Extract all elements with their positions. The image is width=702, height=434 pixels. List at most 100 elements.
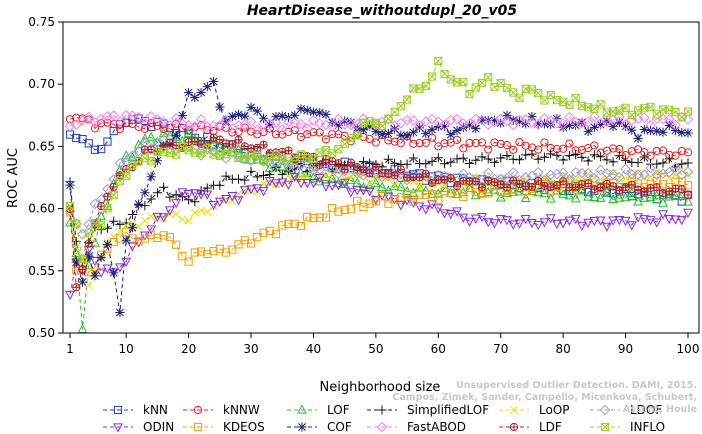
data-point — [420, 205, 431, 215]
data-point — [78, 265, 87, 274]
data-point — [208, 134, 219, 144]
data-point — [365, 158, 375, 168]
data-point — [202, 82, 212, 92]
data-point — [227, 111, 237, 121]
data-point — [652, 146, 661, 156]
data-point — [333, 113, 344, 125]
legend-label: LoOP — [539, 403, 570, 417]
data-point — [570, 167, 581, 178]
data-point — [459, 144, 468, 153]
data-point — [427, 188, 437, 198]
data-point — [309, 165, 318, 174]
data-point — [596, 100, 605, 109]
data-point — [315, 108, 325, 118]
data-point — [633, 158, 643, 168]
data-point — [520, 171, 532, 183]
data-point — [327, 181, 338, 191]
data-point — [246, 166, 256, 176]
x-tick-label: 50 — [368, 342, 383, 356]
legend-marker — [510, 406, 518, 414]
data-point — [170, 112, 182, 124]
data-point — [583, 156, 593, 166]
data-point — [539, 119, 550, 129]
data-point — [383, 113, 394, 125]
data-point — [620, 121, 631, 131]
data-point — [102, 239, 113, 249]
legend-item-fastabod: FastABOD — [367, 420, 466, 434]
data-point — [596, 152, 606, 162]
data-point — [152, 114, 163, 125]
data-point — [465, 138, 474, 148]
data-point — [296, 104, 306, 114]
data-point — [671, 107, 680, 117]
data-point — [234, 189, 243, 198]
data-point — [121, 257, 132, 268]
data-point — [196, 247, 206, 256]
data-point — [334, 207, 343, 216]
data-point — [638, 169, 650, 181]
legend-label: LOF — [327, 403, 350, 417]
data-point — [415, 139, 424, 148]
data-point — [664, 154, 674, 164]
data-point — [358, 186, 369, 196]
data-point — [140, 216, 149, 225]
data-point — [377, 181, 388, 191]
data-point — [145, 111, 157, 122]
data-point — [683, 158, 693, 168]
data-point — [614, 118, 624, 128]
data-point — [271, 179, 281, 189]
data-point — [108, 110, 120, 121]
data-point — [121, 218, 131, 228]
data-point — [164, 120, 176, 131]
data-point — [96, 211, 107, 221]
data-point — [133, 112, 144, 123]
data-point — [171, 199, 182, 209]
data-point — [558, 219, 569, 229]
series-odin — [65, 172, 693, 301]
data-point — [326, 121, 338, 132]
data-point — [464, 118, 475, 129]
data-point — [589, 150, 599, 160]
data-point — [103, 137, 112, 146]
data-point — [477, 188, 487, 198]
data-point — [539, 188, 550, 198]
data-point — [228, 140, 237, 149]
data-point — [228, 147, 237, 156]
data-point — [258, 113, 269, 123]
data-point — [433, 188, 444, 198]
data-point — [483, 186, 494, 196]
data-point — [159, 142, 168, 151]
data-point — [184, 257, 193, 266]
data-point — [64, 120, 76, 132]
data-point — [421, 159, 431, 169]
data-point — [421, 81, 430, 90]
data-point — [158, 116, 169, 127]
credit-line-2: Campos, Zimek, Sander, Campello, Micenko… — [392, 392, 697, 415]
data-point — [602, 116, 612, 126]
data-point — [514, 155, 525, 165]
data-point — [589, 191, 600, 201]
data-point — [165, 192, 175, 202]
data-point — [340, 205, 349, 215]
data-point — [596, 119, 606, 130]
data-point — [383, 128, 393, 138]
data-point — [234, 240, 243, 249]
data-point — [147, 230, 156, 239]
data-point — [477, 183, 487, 192]
data-point — [595, 118, 606, 129]
data-point — [533, 119, 543, 129]
data-point — [434, 195, 443, 204]
data-point — [571, 149, 581, 160]
data-point — [670, 190, 681, 201]
data-point — [289, 172, 300, 183]
data-point — [539, 218, 550, 228]
data-point — [390, 158, 400, 168]
data-point — [432, 116, 444, 127]
series-line — [69, 80, 689, 313]
data-point — [214, 142, 225, 152]
data-point — [545, 214, 556, 224]
data-point — [663, 113, 675, 125]
data-point — [608, 144, 618, 153]
data-point — [183, 119, 194, 131]
data-point — [109, 216, 119, 226]
